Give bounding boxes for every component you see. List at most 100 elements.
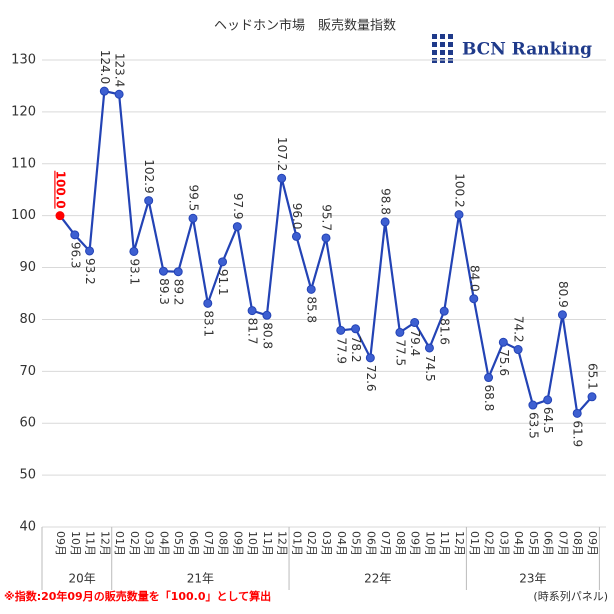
x-tick-label: 12月 (276, 531, 289, 556)
data-label: 85.8 (305, 296, 319, 323)
data-point (277, 173, 287, 183)
x-tick-label: 11月 (84, 531, 97, 556)
data-label: 89.2 (172, 279, 186, 306)
data-label: 75.6 (497, 349, 511, 376)
y-tick-label: 70 (19, 364, 36, 379)
data-point (498, 337, 508, 347)
data-point (144, 196, 154, 206)
x-group-label: 22年 (364, 572, 391, 586)
data-point (99, 86, 109, 96)
data-point (395, 327, 405, 337)
data-label: 124.0 (98, 50, 112, 84)
x-tick-label: 10月 (423, 531, 436, 556)
source: (時系列パネル) (533, 589, 608, 603)
x-tick-label: 02月 (305, 531, 318, 556)
x-tick-label: 02月 (128, 531, 141, 556)
data-label: 68.8 (482, 385, 496, 412)
x-tick-label: 04月 (157, 531, 170, 556)
data-label: 100.0 (54, 171, 68, 209)
x-tick-label: 09月 (409, 531, 422, 556)
x-tick-label: 12月 (453, 531, 466, 556)
x-tick-label: 02月 (483, 531, 496, 556)
data-point (557, 310, 567, 320)
x-tick-label: 01月 (290, 531, 303, 556)
x-tick-label: 09月 (231, 531, 244, 556)
data-label: 65.1 (586, 363, 600, 390)
x-group-label: 23年 (519, 572, 546, 586)
data-point (572, 408, 582, 418)
data-point (188, 213, 198, 223)
x-tick-label: 12月 (98, 531, 111, 556)
x-tick-label: 03月 (497, 531, 510, 556)
data-point (410, 318, 420, 328)
data-point (336, 325, 346, 335)
x-group-label: 20年 (69, 572, 96, 586)
x-tick-label: 11月 (261, 531, 274, 556)
x-tick-label: 07月 (556, 531, 569, 556)
data-label: 96.0 (290, 203, 304, 230)
logo: BCN Ranking (432, 34, 592, 63)
x-tick-label: 06月 (542, 531, 555, 556)
data-point (513, 345, 523, 355)
x-tick-label: 09月 (586, 531, 599, 556)
logo-text: BCN Ranking (462, 40, 592, 60)
x-tick-label: 06月 (187, 531, 200, 556)
data-label: 91.1 (216, 269, 230, 296)
data-point (543, 395, 553, 405)
data-label: 84.0 (467, 265, 481, 292)
data-point (321, 233, 331, 243)
data-point (218, 257, 228, 267)
note: ※指数:20年09月の販売数量を「100.0」として算出 (4, 589, 271, 603)
x-tick-label: 10月 (69, 531, 82, 556)
y-tick-label: 130 (11, 53, 36, 68)
data-point (55, 211, 65, 221)
data-label: 79.4 (408, 330, 422, 357)
data-label: 107.2 (275, 137, 289, 171)
data-point (70, 230, 80, 240)
data-label: 64.5 (541, 407, 555, 434)
x-tick-label: 10月 (246, 531, 259, 556)
data-point (587, 392, 597, 402)
x-tick-label: 03月 (143, 531, 156, 556)
data-label: 80.8 (260, 322, 274, 349)
data-point (291, 231, 301, 241)
data-point (469, 294, 479, 304)
data-label: 93.2 (83, 258, 97, 285)
x-tick-label: 08月 (394, 531, 407, 556)
data-point (114, 89, 124, 99)
data-label: 80.9 (556, 281, 570, 308)
data-label: 63.5 (526, 412, 540, 439)
x-group-label: 21年 (187, 572, 214, 586)
series-line (59, 89, 593, 416)
data-label: 72.6 (364, 365, 378, 392)
data-label: 77.9 (334, 337, 348, 364)
data-point (85, 246, 95, 256)
x-tick-label: 08月 (217, 531, 230, 556)
data-point (424, 343, 434, 353)
data-label: 81.7 (246, 318, 260, 345)
x-tick-label: 01月 (113, 531, 126, 556)
data-point (173, 267, 183, 277)
data-point (454, 210, 464, 220)
x-tick-label: 07月 (202, 531, 215, 556)
logo-icon (432, 34, 453, 63)
x-tick-label: 09月 (54, 531, 67, 556)
data-point (306, 284, 316, 294)
data-point (129, 246, 139, 256)
data-label: 78.2 (349, 336, 363, 363)
data-label: 89.3 (157, 278, 171, 305)
data-point (351, 324, 361, 334)
x-tick-label: 07月 (379, 531, 392, 556)
data-label: 98.8 (379, 188, 393, 215)
x-tick-label: 05月 (350, 531, 363, 556)
data-label: 77.5 (393, 339, 407, 366)
data-label: 123.4 (113, 53, 127, 87)
data-label: 96.3 (68, 242, 82, 269)
x-tick-label: 04月 (335, 531, 348, 556)
data-point (484, 373, 494, 383)
chart-title: ヘッドホン市場 販売数量指数 (214, 18, 396, 34)
x-tick-label: 08月 (571, 531, 584, 556)
x-tick-label: 05月 (172, 531, 185, 556)
data-label: 74.5 (423, 355, 437, 382)
